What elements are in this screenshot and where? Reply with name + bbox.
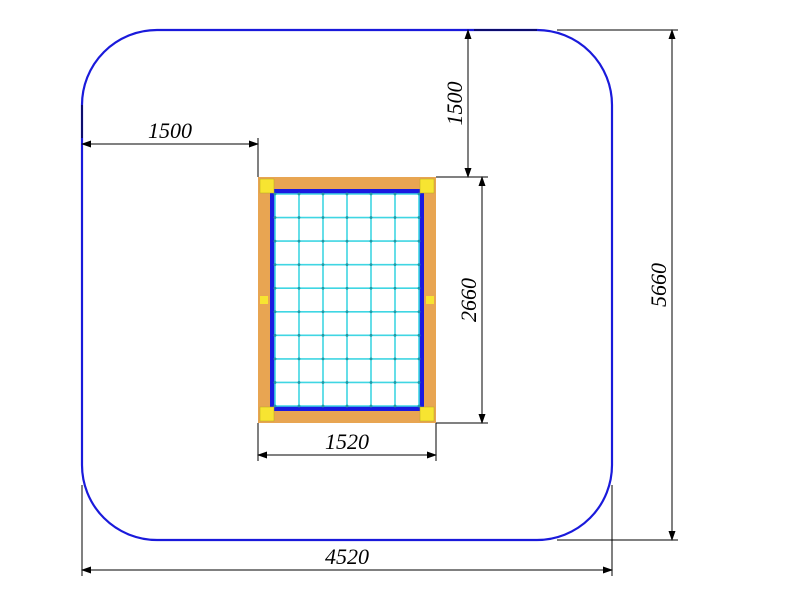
dimension-label: 1520	[325, 429, 369, 454]
dimension-label: 1500	[148, 118, 192, 143]
dimension-label: 1500	[442, 82, 467, 126]
climbing-structure	[258, 177, 436, 423]
dimension-label: 5660	[646, 263, 671, 307]
dimension-label: 4520	[325, 544, 369, 569]
dimension-label: 2660	[456, 278, 481, 322]
